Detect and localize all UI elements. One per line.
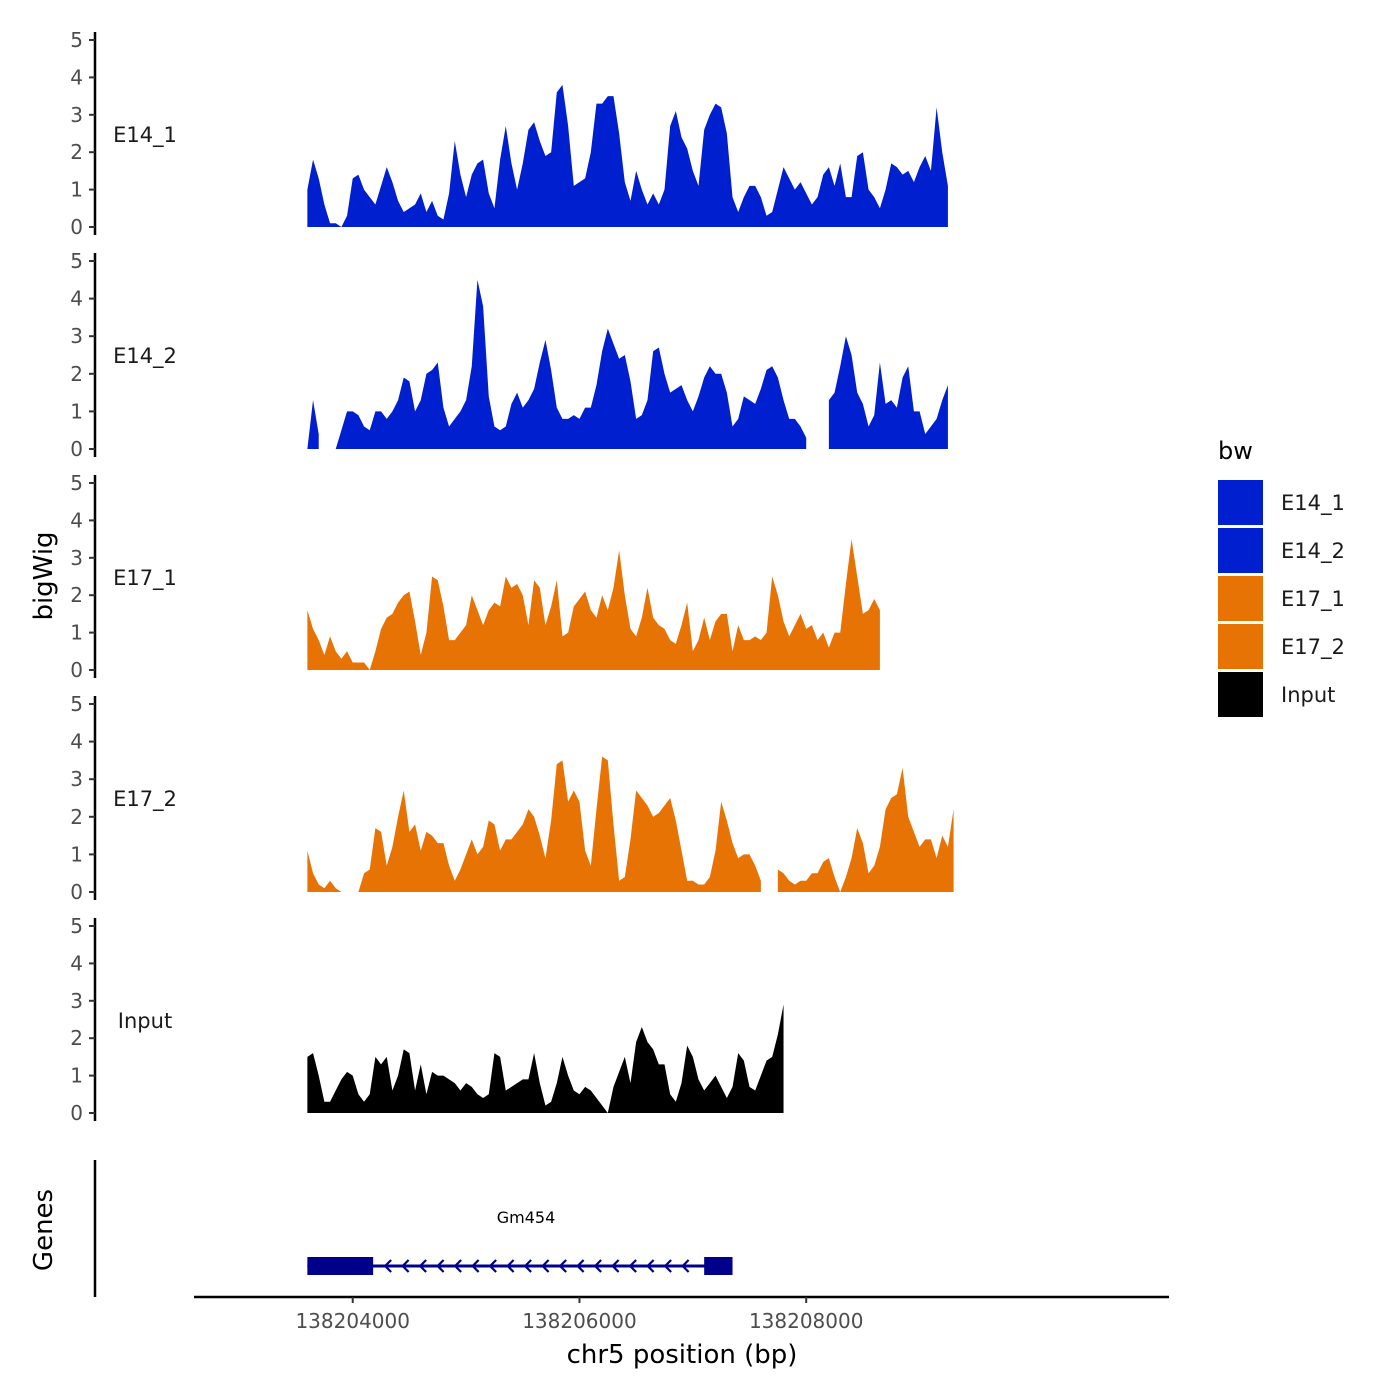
legend-key-E17_1 <box>1218 576 1263 621</box>
y-tick-label: 4 <box>70 508 83 532</box>
genes-panel: Gm454 <box>93 1160 733 1297</box>
y-tick-label: 3 <box>70 989 83 1013</box>
y-tick-label: 1 <box>70 842 83 866</box>
x-axis-title: chr5 position (bp) <box>567 1340 798 1370</box>
y-tick-label: 4 <box>70 951 83 975</box>
gene-exon <box>704 1257 733 1275</box>
y-tick-label: 4 <box>70 730 83 754</box>
y-tick-label: 1 <box>70 621 83 645</box>
y-tick-label: 5 <box>70 692 83 716</box>
y-tick-label: 3 <box>70 767 83 791</box>
track-label: Input <box>118 1009 172 1033</box>
y-tick-label: 0 <box>70 1101 83 1125</box>
strand-arrow <box>593 1259 602 1273</box>
strand-arrow <box>523 1259 532 1273</box>
track-E17_1: 0 1 2 3 4 5 E17_1 <box>70 471 880 682</box>
legend-label: E17_2 <box>1281 635 1345 660</box>
signal-tracks: 0 1 2 3 4 5 E14_1 0 1 2 3 4 5 E14_2 0 1 2 3 4 5 E17_1 0 1 2 3 4 5 E… <box>70 28 954 1125</box>
strand-arrow <box>663 1259 672 1273</box>
signal-area <box>777 767 954 892</box>
strand-arrow <box>681 1259 690 1273</box>
x-tick-label: 138206000 <box>522 1309 637 1333</box>
track-label: E17_2 <box>113 787 177 812</box>
strand-arrow <box>436 1259 445 1273</box>
strand-arrow <box>576 1259 585 1273</box>
y-tick-label: 4 <box>70 287 83 311</box>
y-tick-label: 1 <box>70 1064 83 1088</box>
y-tick-label: 5 <box>70 249 83 273</box>
x-tick-label: 138208000 <box>749 1309 864 1333</box>
strand-arrow <box>453 1259 462 1273</box>
legend-label: E17_1 <box>1281 587 1345 612</box>
legend-title: bw <box>1218 437 1253 465</box>
strand-arrow <box>401 1259 410 1273</box>
track-E14_2: 0 1 2 3 4 5 E14_2 <box>70 249 948 461</box>
y-tick-label: 2 <box>70 805 83 829</box>
track-label: E17_1 <box>113 566 177 591</box>
y-tick-label: 2 <box>70 583 83 607</box>
y-tick-label: 1 <box>70 399 83 423</box>
signal-area <box>358 756 761 892</box>
legend: bw E14_1 E14_2 E17_1 E17_2 Input <box>1218 437 1345 717</box>
y-tick-label: 0 <box>70 880 83 904</box>
strand-arrow <box>506 1259 515 1273</box>
strand-arrow <box>558 1259 567 1273</box>
track-Input: 0 1 2 3 4 5 Input <box>70 914 784 1125</box>
strand-arrow <box>611 1259 620 1273</box>
track-label: E14_1 <box>113 123 177 148</box>
gene-label: Gm454 <box>497 1208 556 1227</box>
signal-area <box>307 539 880 670</box>
strand-arrow <box>471 1259 480 1273</box>
track-label: E14_2 <box>113 344 177 369</box>
strand-arrow <box>628 1259 637 1273</box>
x-tick-label: 138204000 <box>295 1309 410 1333</box>
signal-area <box>307 850 342 892</box>
y-tick-label: 0 <box>70 215 83 239</box>
signal-area <box>307 1004 784 1113</box>
legend-key-E14_2 <box>1218 528 1263 573</box>
signal-area <box>307 84 948 227</box>
y-tick-label: 2 <box>70 140 83 164</box>
legend-label: Input <box>1281 683 1335 707</box>
gene-exon <box>307 1257 374 1275</box>
legend-key-E14_1 <box>1218 480 1263 525</box>
y-tick-label: 3 <box>70 546 83 570</box>
y-tick-label: 5 <box>70 471 83 495</box>
legend-label: E14_1 <box>1281 491 1345 516</box>
y-tick-label: 4 <box>70 65 83 89</box>
y-tick-label: 0 <box>70 658 83 682</box>
strand-arrow <box>646 1259 655 1273</box>
track-E14_1: 0 1 2 3 4 5 E14_1 <box>70 28 948 239</box>
genes-axis-title: Genes <box>29 1189 59 1271</box>
y-axis-title: bigWig <box>29 531 59 620</box>
legend-key-E17_2 <box>1218 624 1263 669</box>
y-tick-label: 5 <box>70 28 83 52</box>
strand-arrow <box>383 1259 392 1273</box>
y-tick-label: 5 <box>70 914 83 938</box>
track-E17_2: 0 1 2 3 4 5 E17_2 <box>70 692 954 904</box>
y-tick-label: 3 <box>70 324 83 348</box>
legend-key-Input <box>1218 672 1263 717</box>
x-axis: 138204000 138206000 138208000 <box>194 1295 1169 1333</box>
y-tick-label: 0 <box>70 437 83 461</box>
signal-area <box>828 336 948 449</box>
signal-area <box>335 279 807 449</box>
signal-area <box>307 400 319 449</box>
strand-arrow <box>488 1259 497 1273</box>
y-tick-label: 2 <box>70 362 83 386</box>
legend-label: E14_2 <box>1281 539 1345 564</box>
y-tick-label: 2 <box>70 1026 83 1050</box>
y-tick-label: 3 <box>70 103 83 127</box>
strand-arrow <box>541 1259 550 1273</box>
strand-arrow <box>418 1259 427 1273</box>
y-tick-label: 1 <box>70 178 83 202</box>
